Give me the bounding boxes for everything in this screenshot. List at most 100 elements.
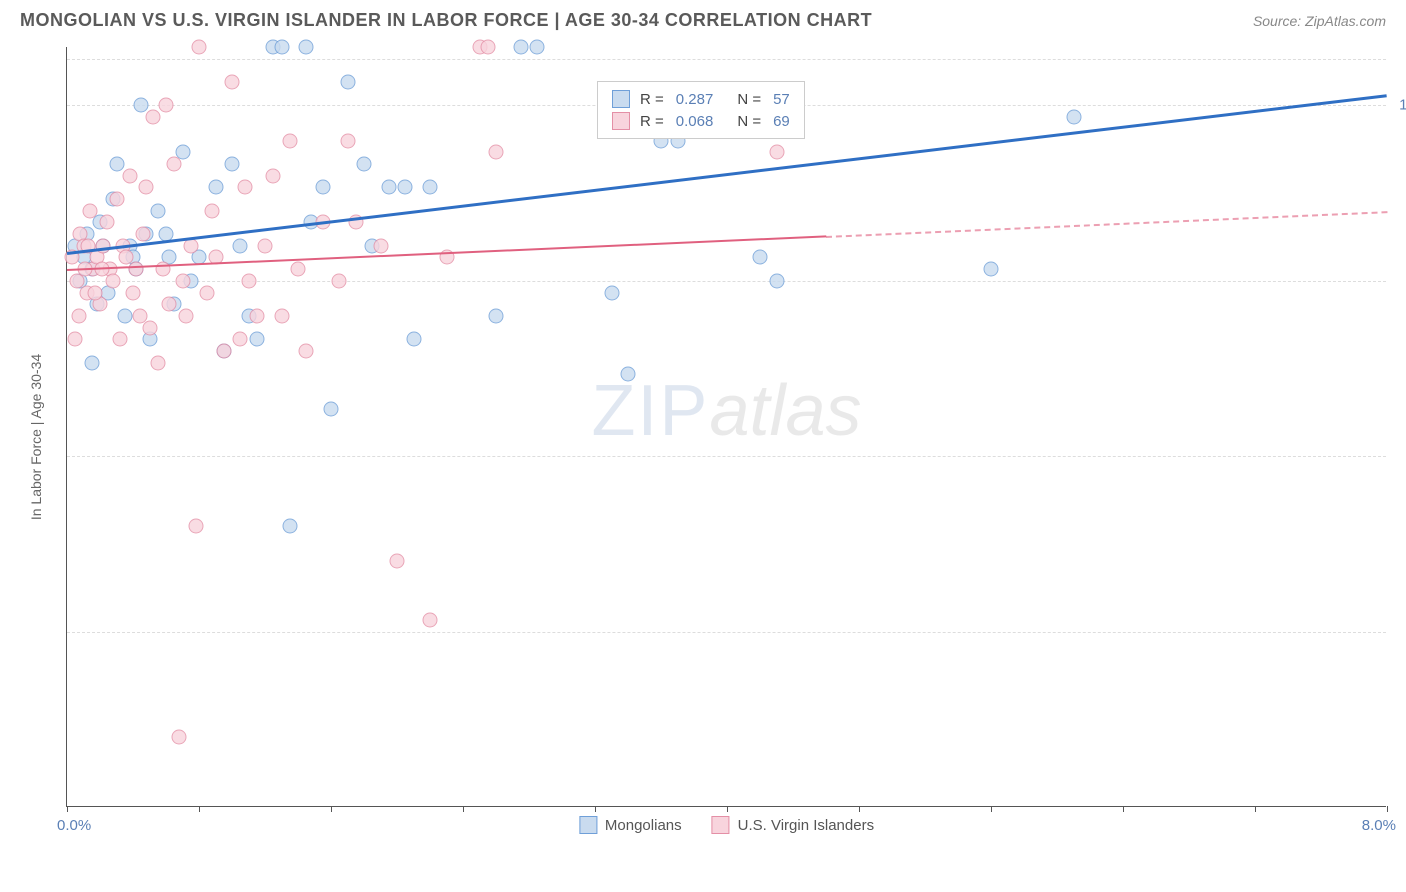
data-point — [274, 308, 289, 323]
y-tick-label: 100.0% — [1399, 97, 1406, 114]
data-point — [249, 332, 264, 347]
data-point — [208, 180, 223, 195]
data-point — [134, 98, 149, 113]
data-point — [299, 40, 314, 55]
data-point — [406, 332, 421, 347]
x-tick — [67, 806, 68, 812]
data-point — [621, 367, 636, 382]
bottom-legend: Mongolians U.S. Virgin Islanders — [579, 816, 874, 834]
data-point — [172, 729, 187, 744]
data-point — [390, 554, 405, 569]
data-point — [373, 238, 388, 253]
data-point — [233, 238, 248, 253]
data-point — [266, 168, 281, 183]
data-point — [109, 156, 124, 171]
data-point — [315, 180, 330, 195]
data-point — [117, 308, 132, 323]
data-point — [604, 285, 619, 300]
data-point — [480, 40, 495, 55]
x-tick — [331, 806, 332, 812]
x-tick — [1255, 806, 1256, 812]
data-point — [183, 238, 198, 253]
watermark: ZIPatlas — [591, 370, 861, 452]
data-point — [129, 262, 144, 277]
watermark-atlas: atlas — [709, 371, 861, 451]
chart-title: MONGOLIAN VS U.S. VIRGIN ISLANDER IN LAB… — [20, 10, 872, 31]
grid-line-h — [67, 632, 1386, 633]
data-point — [122, 168, 137, 183]
data-point — [178, 308, 193, 323]
legend-n-label: N = — [737, 113, 761, 130]
data-point — [282, 519, 297, 534]
x-tick — [727, 806, 728, 812]
x-tick — [199, 806, 200, 812]
data-point — [274, 40, 289, 55]
stats-legend-row: R = 0.068 N = 69 — [612, 110, 790, 132]
data-point — [340, 75, 355, 90]
source-label: Source: ZipAtlas.com — [1253, 13, 1386, 29]
data-point — [96, 238, 111, 253]
x-tick — [595, 806, 596, 812]
data-point — [106, 273, 121, 288]
chart-container: In Labor Force | Age 30-34 ZIPatlas 0.0%… — [20, 37, 1386, 837]
data-point — [142, 320, 157, 335]
data-point — [299, 344, 314, 359]
data-point — [324, 402, 339, 417]
data-point — [139, 180, 154, 195]
x-axis-max-label: 8.0% — [1362, 817, 1396, 834]
data-point — [83, 203, 98, 218]
data-point — [489, 308, 504, 323]
data-point — [249, 308, 264, 323]
legend-label: Mongolians — [605, 817, 682, 834]
data-point — [145, 110, 160, 125]
legend-label: U.S. Virgin Islanders — [738, 817, 874, 834]
legend-r-value: 0.068 — [676, 113, 714, 130]
data-point — [216, 344, 231, 359]
data-point — [340, 133, 355, 148]
legend-r-label: R = — [640, 113, 664, 130]
data-point — [769, 273, 784, 288]
data-point — [200, 285, 215, 300]
legend-r-value: 0.287 — [676, 91, 714, 108]
header: MONGOLIAN VS U.S. VIRGIN ISLANDER IN LAB… — [0, 0, 1406, 37]
data-point — [167, 156, 182, 171]
data-point — [282, 133, 297, 148]
data-point — [192, 40, 207, 55]
legend-r-label: R = — [640, 91, 664, 108]
data-point — [291, 262, 306, 277]
x-tick — [991, 806, 992, 812]
data-point — [1066, 110, 1081, 125]
stats-legend-row: R =0.287N =57 — [612, 88, 790, 110]
grid-line-h — [67, 59, 1386, 60]
legend-swatch — [612, 90, 630, 108]
data-point — [423, 612, 438, 627]
data-point — [530, 40, 545, 55]
data-point — [381, 180, 396, 195]
legend-item: Mongolians — [579, 816, 682, 834]
grid-line-h — [67, 281, 1386, 282]
x-tick — [463, 806, 464, 812]
data-point — [423, 180, 438, 195]
trend-line — [826, 211, 1387, 238]
data-point — [162, 297, 177, 312]
data-point — [769, 145, 784, 160]
data-point — [88, 285, 103, 300]
y-axis-title: In Labor Force | Age 30-34 — [28, 354, 44, 520]
data-point — [150, 203, 165, 218]
data-point — [225, 156, 240, 171]
stats-legend: R =0.287N =57R =0.068N =69 — [597, 81, 805, 139]
legend-n-label: N = — [737, 91, 761, 108]
data-point — [159, 98, 174, 113]
legend-item: U.S. Virgin Islanders — [712, 816, 874, 834]
data-point — [258, 238, 273, 253]
data-point — [513, 40, 528, 55]
watermark-zip: ZIP — [591, 371, 709, 451]
data-point — [205, 203, 220, 218]
data-point — [233, 332, 248, 347]
x-tick — [1123, 806, 1124, 812]
data-point — [109, 192, 124, 207]
data-point — [99, 215, 114, 230]
data-point — [753, 250, 768, 265]
data-point — [175, 273, 190, 288]
legend-n-value: 69 — [773, 113, 790, 130]
